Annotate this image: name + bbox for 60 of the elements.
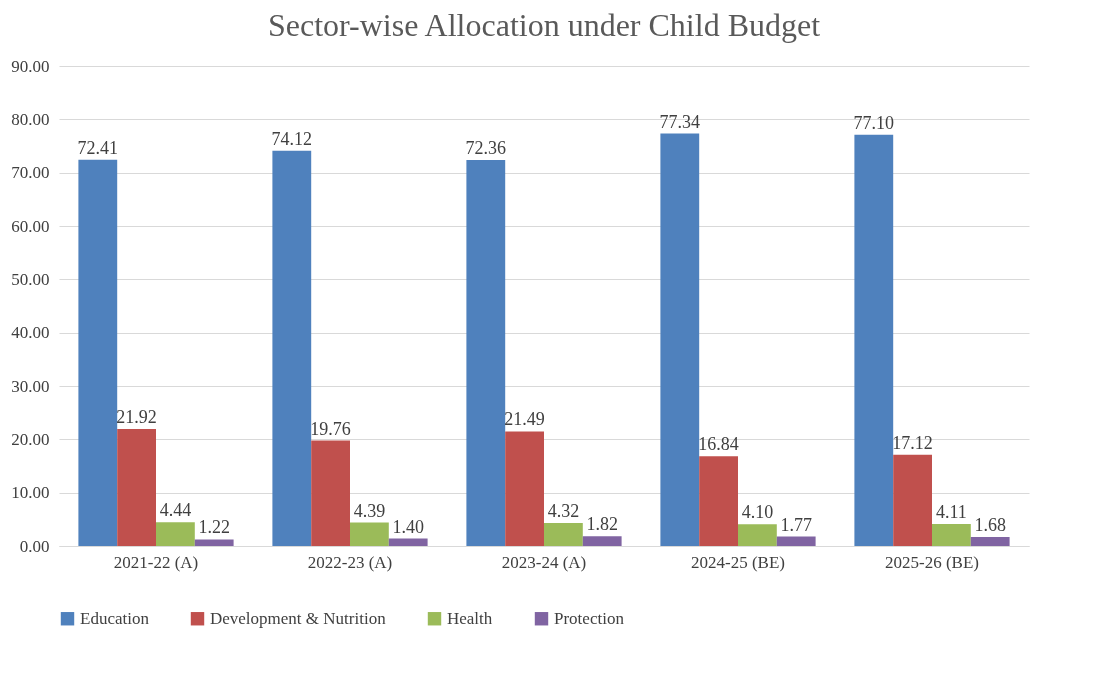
bar [388, 538, 428, 546]
chart-title: Sector-wise Allocation under Child Budget [267, 7, 821, 43]
data-label: 77.34 [659, 111, 701, 132]
data-label: 21.92 [116, 407, 157, 428]
bar [156, 522, 195, 546]
y-tick-label: 40.00 [11, 323, 50, 343]
bar [854, 134, 894, 546]
data-label: 1.77 [780, 514, 812, 535]
data-label: 1.68 [974, 515, 1006, 536]
x-tick-label: 2023-24 (A) [501, 552, 587, 572]
bar [194, 539, 234, 546]
bar [582, 536, 622, 546]
y-tick-label: 60.00 [11, 216, 50, 236]
data-label: 4.10 [741, 502, 774, 523]
data-label: 1.82 [586, 514, 618, 535]
x-tick-label: 2021-22 (A) [113, 552, 199, 572]
data-label: 19.76 [310, 418, 351, 439]
legend-label: Health [447, 608, 493, 628]
y-tick-label: 20.00 [11, 429, 50, 449]
data-label: 16.84 [698, 434, 739, 455]
x-tick-label: 2025-26 (BE) [885, 552, 979, 572]
y-tick-label: 10.00 [11, 483, 50, 503]
data-label: 17.12 [892, 432, 933, 453]
legend-label: Development & Nutrition [210, 608, 387, 628]
y-tick-label: 50.00 [11, 269, 50, 289]
bar [505, 431, 544, 546]
y-tick-label: 30.00 [11, 376, 50, 396]
data-label: 72.36 [465, 138, 507, 159]
bar [466, 160, 506, 546]
x-tick-label: 2022-23 (A) [307, 552, 393, 572]
data-label: 77.10 [853, 112, 895, 133]
bar [893, 454, 932, 546]
bar [78, 159, 118, 546]
data-label: 4.11 [935, 502, 967, 523]
data-label: 4.32 [547, 500, 580, 521]
data-label: 4.39 [353, 500, 386, 521]
data-label: 72.41 [77, 137, 119, 158]
bar [932, 524, 971, 546]
legend-label: Education [80, 608, 150, 628]
bar [660, 133, 700, 546]
data-label: 21.49 [504, 409, 545, 430]
bar [738, 524, 777, 546]
y-tick-label: 70.00 [11, 163, 50, 183]
y-tick-label: 90.00 [11, 56, 50, 76]
data-label: 1.22 [198, 517, 230, 538]
bar [311, 440, 350, 546]
data-label: 1.40 [392, 516, 424, 537]
bar [117, 429, 156, 546]
y-tick-label: 0.00 [19, 536, 50, 556]
y-tick-label: 80.00 [11, 109, 50, 129]
x-tick-label: 2024-25 (BE) [691, 552, 785, 572]
bar [272, 150, 312, 546]
bar [776, 536, 816, 546]
legend-label: Protection [554, 608, 625, 628]
data-label: 4.44 [159, 500, 192, 521]
data-label: 74.12 [271, 128, 313, 149]
bar [544, 522, 583, 546]
bar [970, 537, 1010, 546]
bar [699, 456, 738, 546]
bar [350, 522, 389, 546]
